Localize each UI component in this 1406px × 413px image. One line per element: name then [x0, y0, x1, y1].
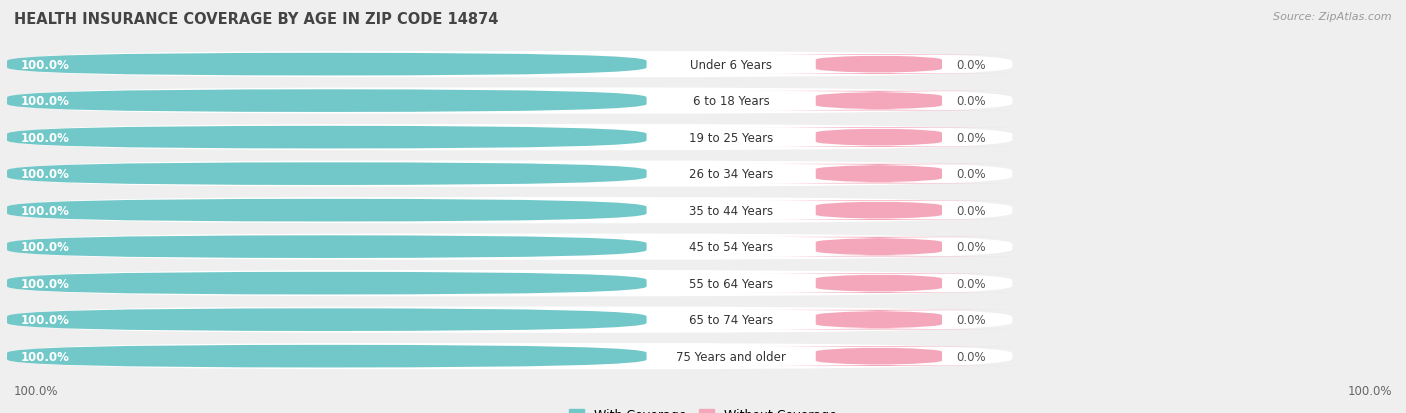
- Text: HEALTH INSURANCE COVERAGE BY AGE IN ZIP CODE 14874: HEALTH INSURANCE COVERAGE BY AGE IN ZIP …: [14, 12, 499, 27]
- Text: 100.0%: 100.0%: [21, 350, 70, 363]
- FancyBboxPatch shape: [605, 164, 858, 184]
- FancyBboxPatch shape: [7, 161, 1012, 188]
- Text: 100.0%: 100.0%: [21, 59, 70, 71]
- FancyBboxPatch shape: [605, 128, 858, 147]
- FancyBboxPatch shape: [605, 92, 858, 111]
- Text: 55 to 64 Years: 55 to 64 Years: [689, 277, 773, 290]
- FancyBboxPatch shape: [7, 309, 647, 331]
- FancyBboxPatch shape: [7, 54, 647, 76]
- Text: 0.0%: 0.0%: [956, 240, 986, 254]
- Text: 65 to 74 Years: 65 to 74 Years: [689, 313, 773, 326]
- FancyBboxPatch shape: [7, 199, 647, 222]
- Text: 100.0%: 100.0%: [21, 313, 70, 326]
- FancyBboxPatch shape: [731, 347, 1026, 366]
- Legend: With Coverage, Without Coverage: With Coverage, Without Coverage: [569, 408, 837, 413]
- FancyBboxPatch shape: [605, 310, 858, 330]
- Text: 100.0%: 100.0%: [21, 95, 70, 108]
- Text: 0.0%: 0.0%: [956, 168, 986, 181]
- FancyBboxPatch shape: [7, 90, 647, 113]
- Text: Source: ZipAtlas.com: Source: ZipAtlas.com: [1274, 12, 1392, 22]
- Text: 100.0%: 100.0%: [21, 240, 70, 254]
- Text: 0.0%: 0.0%: [956, 313, 986, 326]
- FancyBboxPatch shape: [7, 272, 647, 295]
- Text: 100.0%: 100.0%: [21, 277, 70, 290]
- FancyBboxPatch shape: [731, 201, 1026, 221]
- FancyBboxPatch shape: [7, 88, 1012, 114]
- FancyBboxPatch shape: [7, 271, 1012, 297]
- Text: 35 to 44 Years: 35 to 44 Years: [689, 204, 773, 217]
- Text: Under 6 Years: Under 6 Years: [690, 59, 772, 71]
- Text: 0.0%: 0.0%: [956, 59, 986, 71]
- Text: 0.0%: 0.0%: [956, 204, 986, 217]
- FancyBboxPatch shape: [7, 307, 1012, 333]
- Text: 26 to 34 Years: 26 to 34 Years: [689, 168, 773, 181]
- FancyBboxPatch shape: [731, 128, 1026, 147]
- Text: 100.0%: 100.0%: [21, 131, 70, 144]
- Text: 100.0%: 100.0%: [1347, 384, 1392, 397]
- FancyBboxPatch shape: [7, 345, 647, 368]
- FancyBboxPatch shape: [7, 343, 1012, 369]
- FancyBboxPatch shape: [731, 92, 1026, 111]
- FancyBboxPatch shape: [605, 237, 858, 257]
- FancyBboxPatch shape: [731, 274, 1026, 293]
- FancyBboxPatch shape: [731, 310, 1026, 330]
- Text: 0.0%: 0.0%: [956, 277, 986, 290]
- Text: 6 to 18 Years: 6 to 18 Years: [693, 95, 769, 108]
- FancyBboxPatch shape: [731, 55, 1026, 75]
- Text: 100.0%: 100.0%: [21, 204, 70, 217]
- Text: 45 to 54 Years: 45 to 54 Years: [689, 240, 773, 254]
- FancyBboxPatch shape: [7, 234, 1012, 260]
- FancyBboxPatch shape: [731, 237, 1026, 257]
- FancyBboxPatch shape: [7, 197, 1012, 224]
- FancyBboxPatch shape: [605, 347, 858, 366]
- FancyBboxPatch shape: [7, 163, 647, 185]
- FancyBboxPatch shape: [7, 236, 647, 259]
- Text: 100.0%: 100.0%: [21, 168, 70, 181]
- FancyBboxPatch shape: [605, 274, 858, 293]
- Text: 19 to 25 Years: 19 to 25 Years: [689, 131, 773, 144]
- FancyBboxPatch shape: [7, 125, 1012, 151]
- FancyBboxPatch shape: [7, 126, 647, 149]
- FancyBboxPatch shape: [605, 201, 858, 221]
- FancyBboxPatch shape: [605, 55, 858, 75]
- Text: 0.0%: 0.0%: [956, 350, 986, 363]
- Text: 100.0%: 100.0%: [14, 384, 59, 397]
- FancyBboxPatch shape: [731, 164, 1026, 184]
- Text: 75 Years and older: 75 Years and older: [676, 350, 786, 363]
- Text: 0.0%: 0.0%: [956, 131, 986, 144]
- FancyBboxPatch shape: [7, 52, 1012, 78]
- Text: 0.0%: 0.0%: [956, 95, 986, 108]
